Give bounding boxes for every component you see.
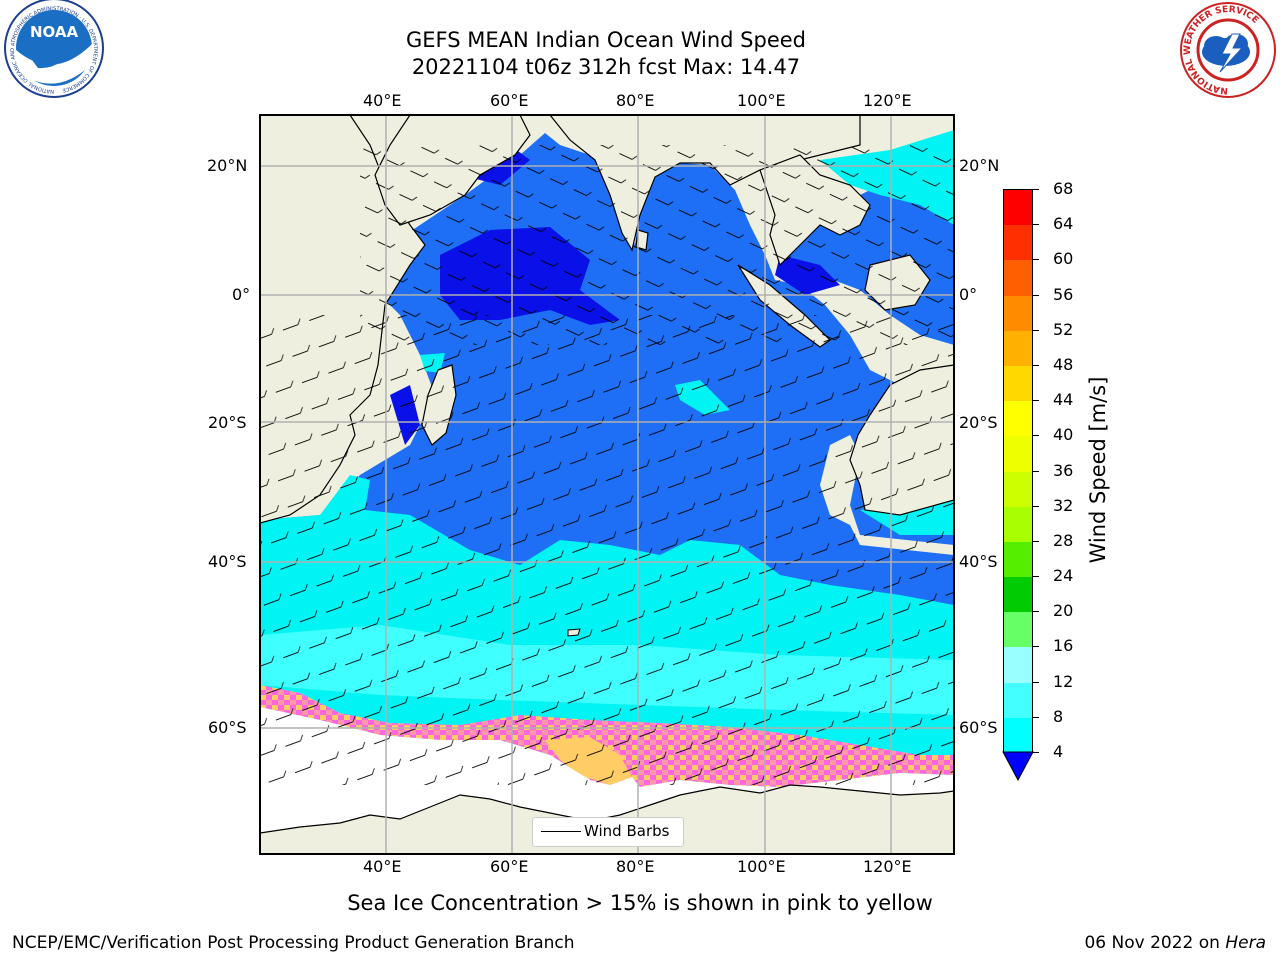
colorbar-tick-label: 68 — [1053, 179, 1074, 198]
colorbar-tick-label: 52 — [1053, 319, 1074, 339]
colorbar-tick-mark — [1033, 646, 1039, 648]
legend-label: Wind Barbs — [584, 822, 670, 840]
lat-label-left: 0° — [232, 285, 251, 304]
lon-label-top: 120°E — [863, 91, 912, 110]
lon-label-bottom: 40°E — [363, 857, 402, 876]
colorbar-tick-mark — [1033, 576, 1039, 578]
wind-speed-map — [260, 115, 954, 854]
colorbar-segment — [1004, 506, 1032, 542]
lon-label-top: 80°E — [616, 91, 655, 110]
colorbar — [1003, 189, 1033, 753]
colorbar-tick-mark — [1033, 259, 1039, 261]
colorbar-tick-mark — [1033, 400, 1039, 402]
colorbar-ticks: 68 64 60 56 52 48 44 40 36 32 28 24 20 16 12 8 4 — [1033, 180, 1093, 761]
colorbar-segment — [1004, 295, 1032, 331]
colorbar-tick-mark — [1033, 435, 1039, 437]
lon-label-top: 60°E — [490, 91, 529, 110]
footer-branch: NCEP/EMC/Verification Post Processing Pr… — [12, 933, 575, 953]
colorbar-segment — [1004, 682, 1032, 718]
colorbar-tick-label: 8 — [1053, 706, 1064, 726]
map-subtitle: 20221104 t06z 312h fcst Max: 14.47 — [411, 55, 801, 79]
colorbar-tick-mark — [1033, 224, 1039, 226]
lat-label-left: 20°N — [207, 156, 248, 175]
colorbar-tick-mark — [1033, 752, 1039, 753]
lat-label-right: 40°S — [959, 552, 998, 571]
footer-date-text: 06 Nov 2022 on — [1084, 933, 1226, 953]
colorbar-tick-label: 64 — [1053, 214, 1074, 234]
colorbar-tick-label: 36 — [1053, 460, 1074, 480]
colorbar-tick-mark — [1033, 611, 1039, 613]
colorbar-tick-mark — [1033, 294, 1039, 296]
colorbar-tick-label: 60 — [1053, 249, 1074, 269]
lon-label-bottom: 80°E — [616, 857, 655, 876]
sea-ice-note: Sea Ice Concentration > 15% is shown in … — [347, 891, 933, 915]
wind-barbs-north — [360, 145, 954, 345]
footer-date: 06 Nov 2022 on Hera — [1084, 933, 1266, 953]
colorbar-tick-mark — [1033, 505, 1039, 507]
colorbar-tick-mark — [1033, 470, 1039, 472]
colorbar-segment — [1004, 190, 1032, 226]
colorbar-segment — [1004, 365, 1032, 402]
colorbar-segment — [1004, 330, 1032, 366]
lat-label-right: 20°N — [959, 156, 1000, 175]
lat-label-left: 20°S — [208, 413, 247, 432]
colorbar-segment — [1004, 260, 1032, 296]
colorbar-tick-label: 32 — [1053, 495, 1074, 515]
map-title: GEFS MEAN Indian Ocean Wind Speed — [405, 28, 807, 52]
colorbar-segment — [1004, 541, 1032, 578]
colorbar-tick-label: 16 — [1053, 636, 1074, 656]
colorbar-segment — [1004, 401, 1032, 437]
colorbar-tick-label: 20 — [1053, 601, 1074, 621]
noaa-logo: NOAA NATIONAL OCEANIC AND ATMOSPHERIC AD… — [4, 0, 104, 98]
colorbar-segment — [1004, 612, 1032, 648]
colorbar-segment — [1004, 225, 1032, 261]
wind-barbs-south — [260, 315, 954, 785]
noaa-text: NOAA — [30, 23, 79, 41]
colorbar-tick-label: 4 — [1053, 742, 1064, 761]
lat-label-right: 60°S — [959, 718, 998, 737]
lat-label-left: 40°S — [208, 552, 247, 571]
colorbar-segment — [1004, 471, 1032, 507]
lon-label-bottom: 100°E — [737, 857, 786, 876]
colorbar-segment — [1004, 577, 1032, 613]
colorbar-tick-mark — [1033, 716, 1039, 718]
lon-label-top: 100°E — [737, 91, 786, 110]
lon-label-bottom: 120°E — [863, 857, 912, 876]
colorbar-tick-mark — [1033, 364, 1039, 366]
wind-barb-legend-line — [541, 831, 581, 832]
colorbar-tick-label: 44 — [1053, 390, 1074, 410]
colorbar-tick-label: 48 — [1053, 354, 1074, 374]
colorbar-under-arrow — [1002, 751, 1034, 781]
map-legend: Wind Barbs — [532, 817, 684, 847]
colorbar-tick-mark — [1033, 189, 1039, 190]
lon-label-top: 40°E — [363, 91, 402, 110]
colorbar-tick-label: 24 — [1053, 566, 1074, 586]
colorbar-tick-mark — [1033, 681, 1039, 683]
nws-logo: NATIONAL WEATHER SERVICE — [1180, 2, 1276, 98]
lat-label-left: 60°S — [208, 718, 247, 737]
lon-label-bottom: 60°E — [490, 857, 529, 876]
lat-label-right: 0° — [959, 285, 978, 304]
colorbar-tick-label: 12 — [1053, 671, 1074, 691]
map-panel — [260, 115, 954, 854]
colorbar-tick-label: 40 — [1053, 425, 1074, 445]
colorbar-tick-mark — [1033, 540, 1039, 542]
colorbar-segment — [1004, 436, 1032, 472]
colorbar-label: Wind Speed [m/s] — [1086, 376, 1110, 564]
graticule — [260, 115, 954, 854]
colorbar-tick-label: 56 — [1053, 284, 1074, 304]
lat-label-right: 20°S — [959, 413, 998, 432]
colorbar-segment — [1004, 647, 1032, 683]
colorbar-segment — [1004, 717, 1032, 753]
footer-host: Hera — [1225, 933, 1266, 953]
colorbar-tick-mark — [1033, 329, 1039, 331]
colorbar-tick-label: 28 — [1053, 530, 1074, 550]
